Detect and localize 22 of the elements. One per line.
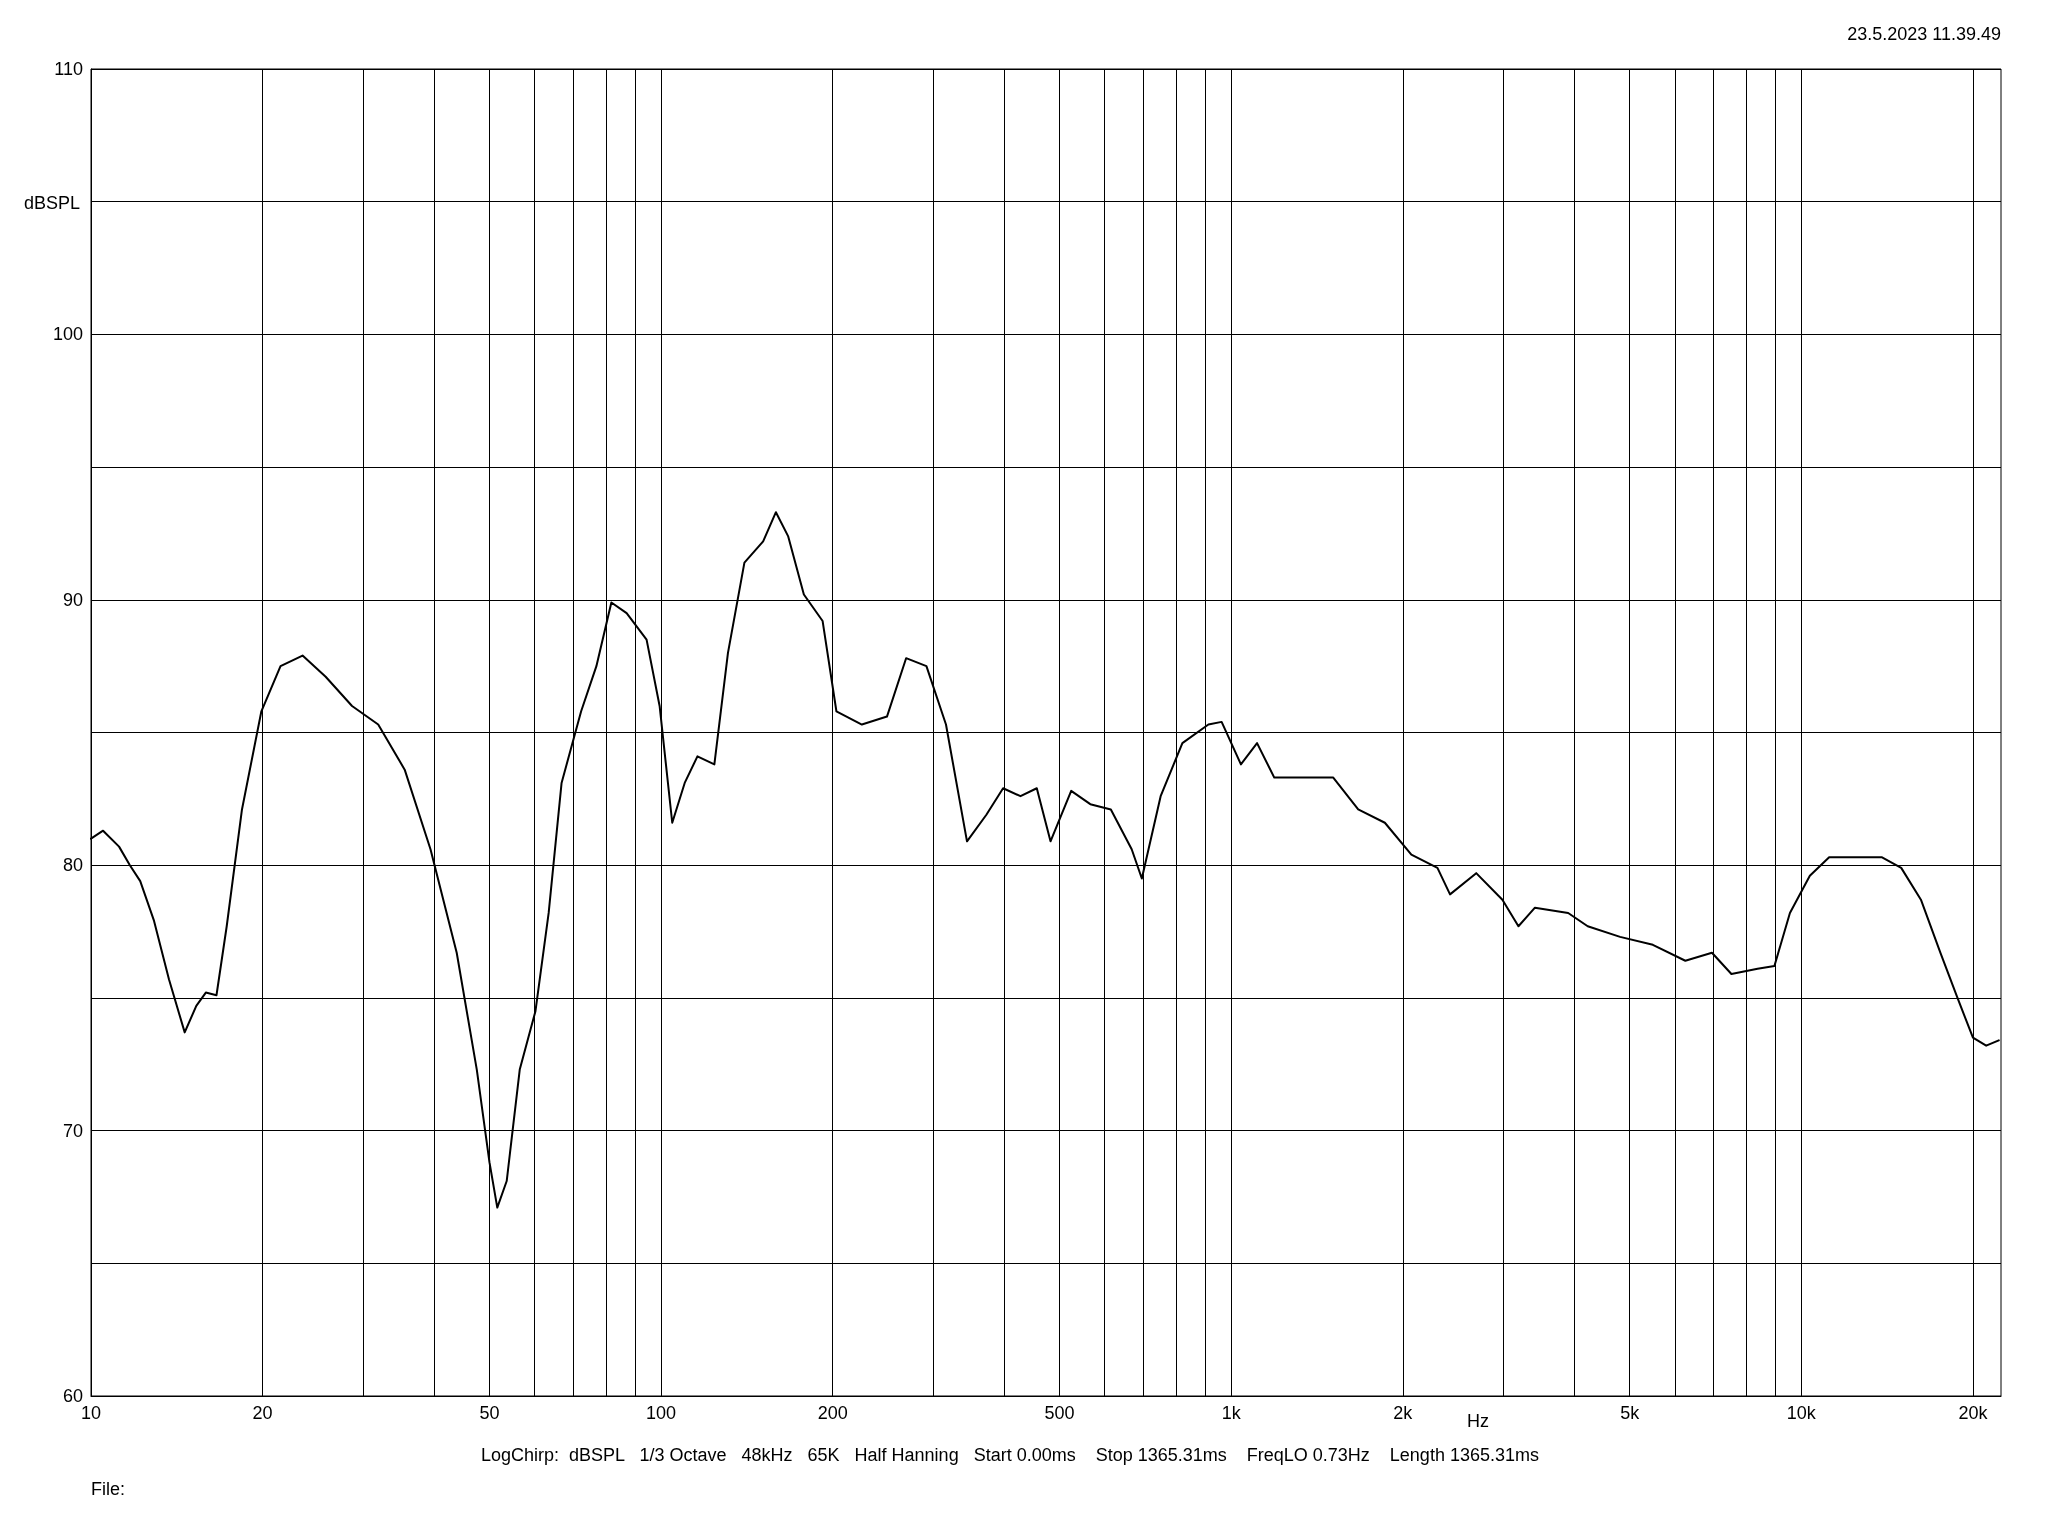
x-tick-label: 20	[252, 1403, 273, 1423]
y-tick-label: 110	[54, 59, 83, 79]
y-tick-label: 70	[62, 1120, 83, 1141]
text: File:	[91, 1479, 126, 1499]
y-tick-label: 80	[62, 855, 83, 876]
x-tick-label: 5k	[1620, 1403, 1641, 1423]
text: 23.5.2023 11.39.49	[1847, 24, 2001, 44]
x-tick-label: 100	[646, 1403, 677, 1423]
x-tick-label: 10k	[1786, 1403, 1817, 1423]
x-tick-label: 2k	[1393, 1403, 1414, 1423]
x-axis-title: Hz	[1467, 1411, 1489, 1431]
x-tick-label: 1k	[1221, 1403, 1242, 1423]
x-tick-label: 20k	[1958, 1403, 1989, 1423]
y-tick-label: 100	[52, 324, 83, 345]
y-axis-title: dBSPL	[23, 193, 80, 213]
text: LogChirp: dBSPL 1/3 Octave 48kHz 65K Half Hanning Start 0.00ms Stop 1365.31ms FreqLO 0.73Hz Length 1365.31ms	[481, 1445, 1539, 1465]
x-tick-label: 200	[817, 1403, 848, 1423]
x-tick-label: 10	[80, 1403, 102, 1423]
y-tick-label: 60	[62, 1386, 83, 1406]
y-tick-label: 90	[62, 589, 83, 610]
x-tick-label: 50	[479, 1403, 500, 1423]
x-tick-label: 500	[1044, 1403, 1075, 1423]
